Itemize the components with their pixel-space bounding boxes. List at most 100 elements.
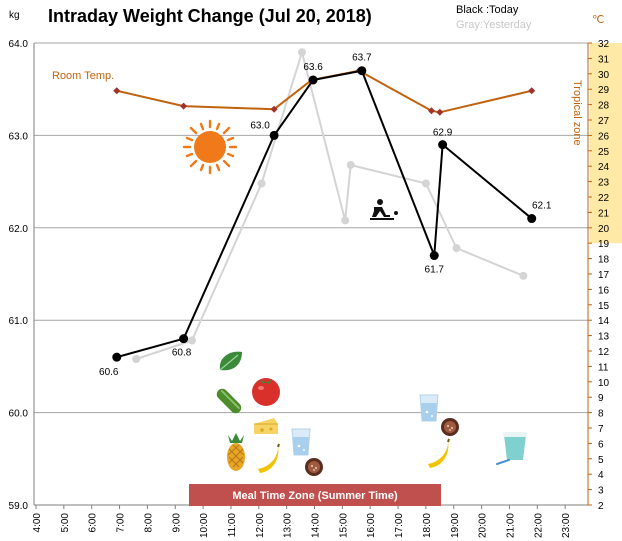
yesterday-point [187,336,196,345]
today-data-label: 62.9 [433,128,453,139]
x-tick-label: 18:00 [422,513,433,538]
sausage-icon [441,418,459,436]
legend-yesterday: Gray:Yesterday [456,19,532,31]
y2-axis-ticks: 2345678910111213141516171819202122232425… [588,39,610,512]
x-tick-label: 4:00 [32,513,43,533]
x-tick-label: 6:00 [88,513,99,533]
yesterday-point [452,244,461,253]
spinach-icon [219,351,242,371]
meal-time-zone-band [189,484,441,506]
today-point [527,214,537,224]
today-point [308,75,318,85]
y2-tick-label: 9 [598,393,604,404]
room-temp-point [528,87,536,95]
x-tick-label: 10:00 [199,513,210,538]
room-temp-label: Room Temp. [52,70,114,82]
y2-tick-label: 25 [598,147,610,158]
tropical-zone-band [590,43,622,244]
yesterday-point [132,355,141,364]
yesterday-point [519,271,528,280]
y2-tick-label: 20 [598,224,610,235]
y2-tick-label: 2 [598,501,604,512]
y2-tick-label: 15 [598,301,610,312]
sun-icon [182,119,238,175]
y2-tick-label: 17 [598,270,610,281]
y2-tick-label: 12 [598,347,610,358]
y2-tick-label: 7 [598,424,604,435]
tropical-zone-label: Tropical zone [571,80,583,146]
series-yesterday [132,48,528,364]
x-tick-label: 23:00 [561,513,572,538]
y2-tick-label: 24 [598,162,610,173]
cucumber-icon [216,388,242,414]
y2-tick-label: 31 [598,54,610,65]
x-tick-label: 16:00 [366,513,377,538]
cheese-icon [254,418,278,434]
x-tick-label: 13:00 [283,513,294,538]
series-room-temp [113,67,536,116]
y2-tick-label: 10 [598,378,610,389]
x-tick-label: 7:00 [116,513,127,533]
y-tick-label: 60.0 [9,409,29,420]
meal-time-zone-label: Meal Time Zone (Summer Time) [232,490,398,502]
room-temp-point [113,87,121,95]
y2-tick-label: 32 [598,39,610,50]
today-data-label: 62.1 [532,201,552,212]
today-point [112,352,122,362]
y-tick-label: 61.0 [9,316,29,327]
y2-tick-label: 14 [598,316,610,327]
banana-icon [258,443,280,473]
y-axis-unit: kg [9,10,20,21]
glass-of-water-icon [291,428,311,456]
pineapple-icon [227,433,245,471]
person-exercising-icon [370,199,398,220]
y2-tick-label: 22 [598,193,610,204]
x-tick-label: 14:00 [311,513,322,538]
y-tick-label: 59.0 [9,501,29,512]
y2-tick-label: 27 [598,116,610,127]
room-temp-point [270,105,278,113]
chart-title: Intraday Weight Change (Jul 20, 2018) [48,6,372,26]
y2-tick-label: 21 [598,208,610,219]
y-axis-ticks: 59.0 60.0 61.0 62.0 63.0 64.0 [9,39,29,512]
y2-tick-label: 8 [598,409,604,420]
yogurt-icon [496,432,527,465]
room-temp-point [436,108,444,116]
yesterday-point [421,179,430,188]
today-data-label: 60.6 [99,367,119,378]
banana-icon [428,438,450,468]
y2-tick-label: 6 [598,439,604,450]
x-tick-label: 22:00 [533,513,544,538]
sausage-icon [305,458,323,476]
today-point [429,251,439,261]
x-axis-ticks: 4:00 5:00 6:00 7:00 8:00 9:00 10:00 11:00 12:00 1… [32,505,572,538]
room-temp-point [427,107,435,115]
yesterday-point [341,216,350,225]
today-line [116,69,533,359]
x-tick-label: 19:00 [450,513,461,538]
legend-today: Black :Today [456,4,519,16]
today-data-label: 63.6 [303,62,323,73]
x-tick-label: 5:00 [60,513,71,533]
y2-tick-label: 4 [598,470,604,481]
x-tick-label: 9:00 [171,513,182,533]
x-tick-label: 8:00 [143,513,154,533]
yesterday-point [297,48,306,57]
yesterday-point [257,179,266,188]
y-tick-label: 64.0 [9,39,29,50]
y2-tick-label: 29 [598,85,610,96]
y2-tick-label: 28 [598,101,610,112]
y2-tick-label: 11 [598,362,609,373]
today-point [179,334,189,344]
y-tick-label: 63.0 [9,131,29,142]
y2-tick-label: 30 [598,70,610,81]
x-tick-label: 17:00 [394,513,405,538]
tomato-icon [252,378,280,406]
today-point [269,130,279,140]
y2-tick-label: 19 [598,239,610,250]
today-data-label: 63.7 [352,53,372,64]
glass-of-water-icon [419,394,439,422]
y2-tick-label: 16 [598,285,610,296]
room-temp-point [180,102,188,110]
series-today: 60.6 60.8 63.0 63.6 63.7 61.7 62.9 62.1 [99,53,552,378]
